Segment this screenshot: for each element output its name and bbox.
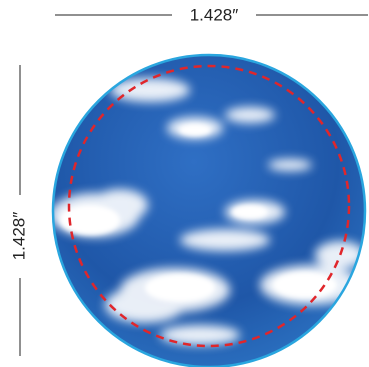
width-label: 1.428″ xyxy=(190,5,239,24)
sky-image xyxy=(53,55,365,367)
height-label: 1.428″ xyxy=(9,212,28,261)
safe-area xyxy=(67,64,351,348)
cut-line xyxy=(51,53,367,367)
